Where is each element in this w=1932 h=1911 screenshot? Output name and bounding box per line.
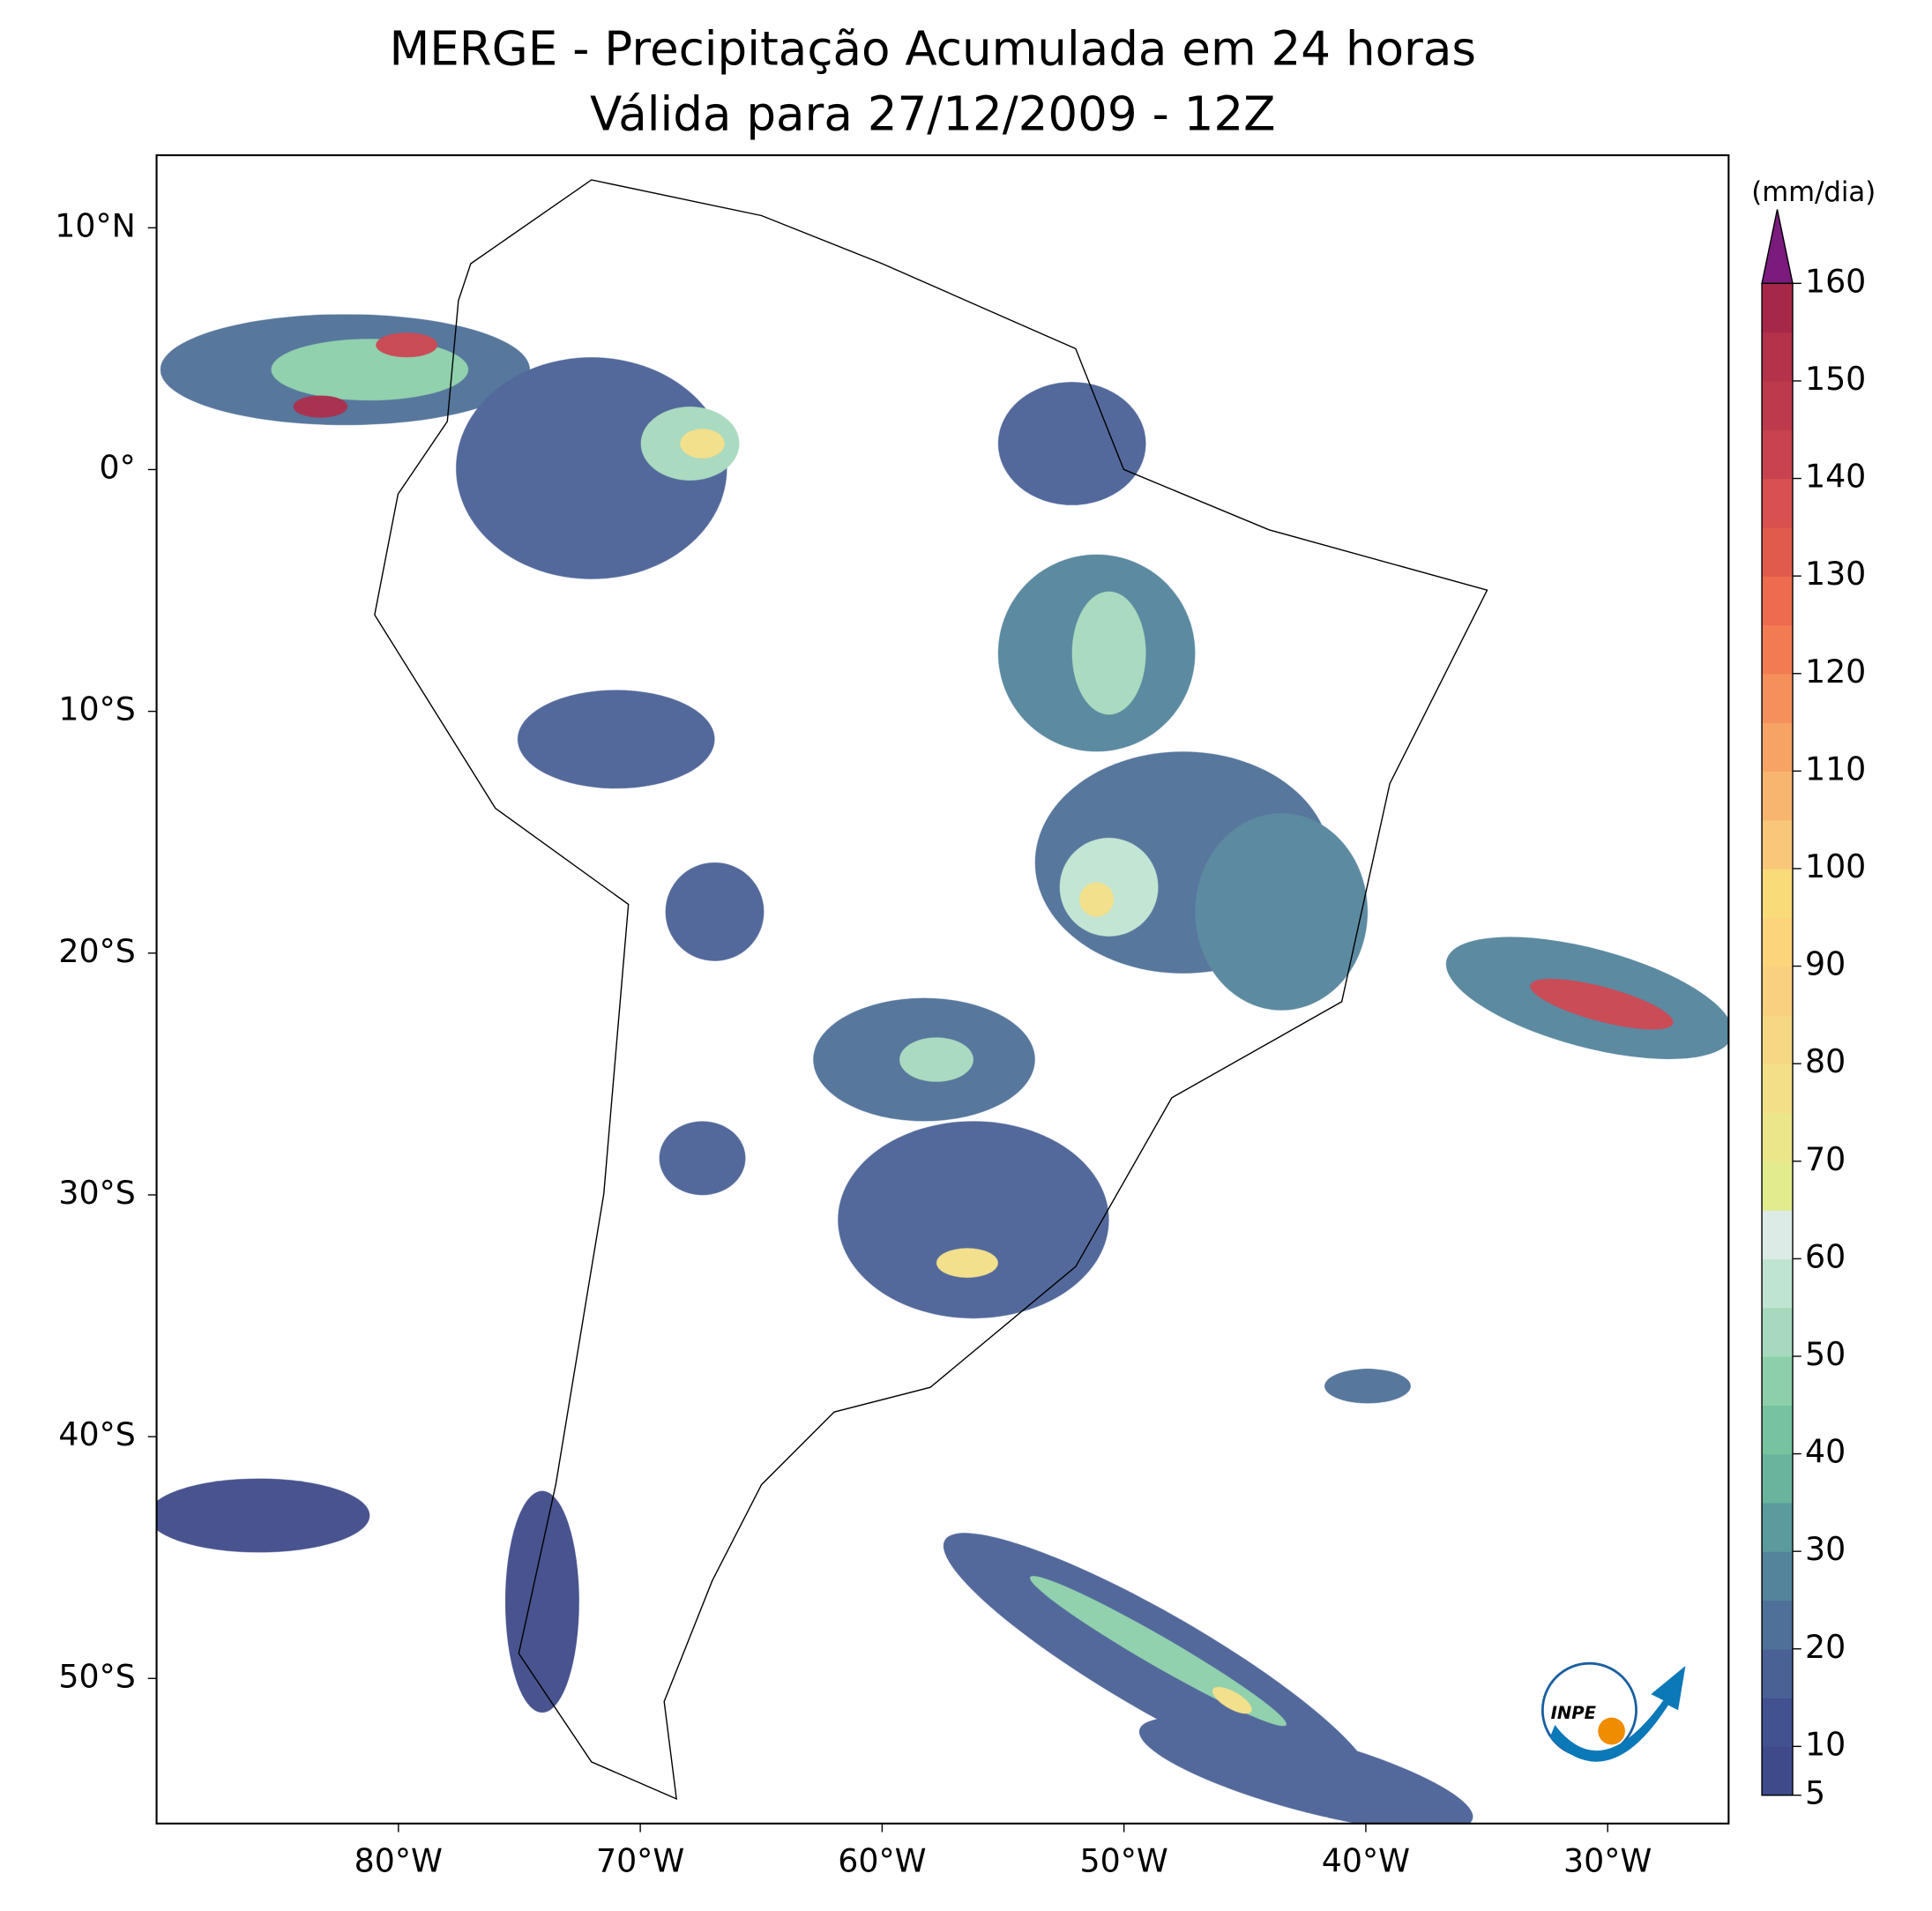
colorbar-segment — [1762, 1258, 1793, 1309]
rain-area — [659, 1121, 746, 1196]
colorbar-segment — [1762, 526, 1793, 577]
colorbar-tick-label: 5 — [1805, 1774, 1825, 1812]
rain-area — [936, 1248, 998, 1278]
colorbar-extend — [1761, 209, 1794, 285]
colorbar-segment — [1762, 917, 1793, 967]
map-area: INPE — [156, 155, 1729, 1824]
colorbar-segment — [1762, 1405, 1793, 1455]
rain-area — [1195, 813, 1368, 1011]
colorbar-segment — [1762, 478, 1793, 528]
colorbar-segment — [1762, 966, 1793, 1016]
rain-area — [156, 1478, 370, 1553]
rain-area — [1079, 882, 1115, 917]
colorbar-segment — [1762, 868, 1793, 918]
colorbar-tick-label: 100 — [1805, 847, 1866, 885]
y-tick-label: 40°S — [58, 1415, 135, 1453]
rain-area — [665, 862, 765, 961]
colorbar-segment — [1762, 1014, 1793, 1064]
colorbar-tick-label: 50 — [1805, 1335, 1846, 1373]
rain-area — [456, 357, 727, 579]
colorbar-segment — [1762, 283, 1793, 333]
colorbar-tick-label: 110 — [1805, 750, 1866, 788]
colorbar-segment — [1762, 1502, 1793, 1552]
y-tick-label: 20°S — [58, 932, 135, 970]
colorbar-segment — [1762, 819, 1793, 870]
inpe-logo: INPE — [1540, 1661, 1686, 1762]
colorbar-segment — [1762, 722, 1793, 773]
colorbar-tick-label: 150 — [1805, 360, 1866, 398]
rain-area — [997, 382, 1146, 505]
rain-area — [899, 1037, 973, 1082]
colorbar-segment — [1762, 1698, 1793, 1748]
title: MERGE - Precipitação Acumulada em 24 hor… — [389, 21, 1476, 76]
colorbar-segment — [1762, 1355, 1793, 1406]
colorbar-tick-label: 140 — [1805, 458, 1866, 496]
y-tick-label: 10°N — [55, 206, 136, 244]
rain-area — [1071, 591, 1146, 715]
colorbar-segment — [1762, 1746, 1793, 1796]
colorbar-segment — [1762, 1112, 1793, 1162]
rain-area — [517, 690, 715, 789]
colorbar-segment — [1762, 429, 1793, 480]
colorbar-tick-label: 40 — [1805, 1433, 1846, 1471]
x-tick-label: 40°W — [1322, 1842, 1410, 1880]
colorbar-tick-label: 120 — [1805, 653, 1866, 690]
x-tick-label: 30°W — [1563, 1842, 1652, 1880]
coastline — [374, 179, 1488, 1800]
rain-area — [1324, 1369, 1411, 1404]
precipitation — [156, 314, 1729, 1824]
colorbar-unit: (mm/dia) — [1751, 176, 1876, 208]
rain-area — [1212, 1686, 1252, 1714]
colorbar-tick-label: 30 — [1805, 1530, 1846, 1568]
rain-area — [1059, 838, 1159, 937]
rain-area — [293, 395, 348, 418]
colorbar-segment — [1762, 1064, 1793, 1114]
colorbar-segment — [1762, 576, 1793, 626]
rain-area — [1530, 978, 1674, 1030]
rain-area — [271, 339, 469, 401]
colorbar-tick-label: 60 — [1805, 1237, 1846, 1275]
colorbar-segment — [1762, 624, 1793, 675]
x-tick-label: 70°W — [596, 1842, 684, 1880]
y-tick-label: 50°S — [58, 1657, 135, 1695]
colorbar-segment — [1762, 673, 1793, 723]
colorbar-tick-label: 80 — [1805, 1042, 1846, 1080]
rain-area — [504, 1490, 579, 1713]
rain-area — [1138, 1717, 1473, 1824]
colorbar-segment — [1762, 1307, 1793, 1357]
colorbar-tick-label: 130 — [1805, 555, 1866, 593]
y-tick-label: 0° — [100, 448, 136, 486]
y-tick-label: 30°S — [58, 1174, 135, 1212]
subtitle: Válida para 27/12/2009 - 12Z — [590, 86, 1275, 141]
colorbar-tick-label: 20 — [1805, 1628, 1846, 1666]
colorbar-segment — [1762, 1453, 1793, 1504]
colorbar-segment — [1762, 380, 1793, 430]
x-tick-label: 50°W — [1080, 1842, 1168, 1880]
rain-area — [376, 332, 438, 358]
colorbar-segment — [1762, 1161, 1793, 1211]
colorbar-tick-label: 10 — [1805, 1725, 1846, 1763]
x-tick-label: 60°W — [838, 1842, 926, 1880]
colorbar-tick-label: 90 — [1805, 945, 1846, 983]
colorbar-segment — [1762, 771, 1793, 821]
logo-text: INPE — [1551, 1703, 1597, 1723]
rain-area — [680, 429, 725, 459]
colorbar-segment — [1762, 1648, 1793, 1698]
colorbar-tick-label: 160 — [1805, 262, 1866, 300]
x-tick-label: 80°W — [354, 1842, 443, 1880]
colorbar-segment — [1762, 1600, 1793, 1650]
colorbar-segment — [1762, 332, 1793, 382]
y-tick-label: 10°S — [58, 690, 135, 728]
map-frame — [155, 153, 1730, 1825]
colorbar-segment — [1762, 1551, 1793, 1601]
colorbar-segment — [1762, 1210, 1793, 1260]
colorbar-frame — [1761, 282, 1794, 1796]
rain-area — [838, 1121, 1109, 1318]
colorbar-tick-label: 70 — [1805, 1140, 1846, 1178]
